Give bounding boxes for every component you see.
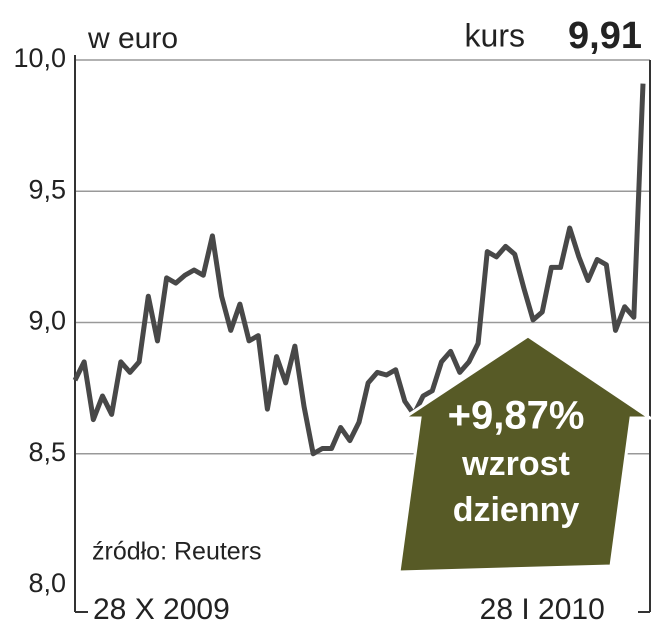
- source: źródło: Reuters: [92, 538, 262, 566]
- chart-title: w euro: [87, 22, 178, 55]
- line: [72, 83, 646, 457]
- x-tick-label: 28 X 2009: [93, 593, 230, 626]
- frame: [74, 55, 651, 613]
- annotation-arrow: [397, 334, 653, 574]
- y-tick-label: 9,0: [28, 306, 66, 336]
- annotation-text: dzienny: [453, 491, 580, 529]
- annotation-text: wzrost: [461, 445, 570, 483]
- annotation-text: +9,87%: [448, 394, 585, 438]
- y-tick-label: 10,0: [13, 43, 66, 73]
- x-tick-label: 28 I 2010: [480, 593, 605, 626]
- y-tick-label: 8,5: [28, 437, 66, 467]
- y-tick-label: 9,5: [28, 174, 66, 204]
- y-tick-label: 8,0: [28, 568, 66, 598]
- price-value: 9,91: [568, 15, 642, 57]
- price-label: kurs: [465, 17, 525, 53]
